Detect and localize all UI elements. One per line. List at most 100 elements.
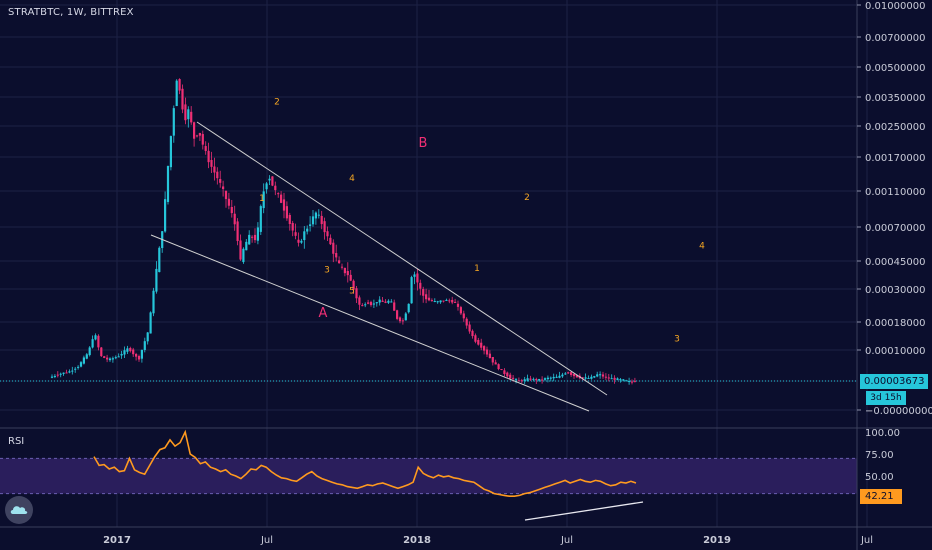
candle-body <box>543 378 547 380</box>
candle-body <box>300 240 303 243</box>
candle-body <box>56 374 59 376</box>
candle-body <box>427 297 431 301</box>
rsi-value-tag: 42.21 <box>860 489 902 504</box>
candle-body <box>74 368 77 370</box>
candle-body <box>610 378 613 380</box>
candle-body <box>404 313 407 321</box>
candle-body <box>210 159 213 167</box>
candle-body <box>625 380 628 382</box>
candle-body <box>175 80 178 107</box>
candle-body <box>485 349 489 355</box>
candle-body <box>120 353 123 356</box>
candle-body <box>169 136 172 168</box>
wave-number-label: 4 <box>699 241 705 251</box>
candle-body <box>164 199 167 232</box>
candle-body <box>535 378 538 381</box>
candle-body <box>633 380 636 382</box>
candle-body <box>572 373 576 377</box>
candle-body <box>352 280 355 290</box>
candle-body <box>520 380 523 382</box>
candle-body <box>68 371 71 373</box>
candle-body <box>233 213 236 225</box>
candle-body <box>100 347 103 357</box>
candle-body <box>103 356 106 358</box>
time-axis: 2017Jul2018Jul2019Jul2020Jul2021Jul <box>103 535 873 546</box>
candle-body <box>172 108 175 136</box>
candle-body <box>387 300 390 303</box>
grid-lines <box>0 0 868 527</box>
time-tick-label: Jul <box>560 535 573 546</box>
rsi-tick-label: 50.00 <box>865 472 894 483</box>
candle-body <box>384 301 387 303</box>
candle-body <box>294 232 297 236</box>
candle-body <box>248 234 251 245</box>
candle-body <box>50 376 54 378</box>
candle-body <box>416 273 419 283</box>
time-tick-label: 2019 <box>703 535 731 546</box>
candle-body <box>335 253 338 258</box>
candle-body <box>143 341 146 351</box>
candle-body <box>564 373 567 375</box>
candle-body <box>567 372 570 374</box>
candle-body <box>445 299 448 301</box>
candle-body <box>456 303 460 307</box>
candle-body <box>619 379 622 381</box>
candle-body <box>85 354 88 359</box>
candle-body <box>607 377 610 379</box>
candle-body <box>79 362 83 367</box>
candle-body <box>590 376 593 379</box>
candle-body <box>317 214 320 216</box>
cloud-logo-icon <box>10 506 28 514</box>
candle-body <box>187 109 190 120</box>
candle-body <box>422 289 425 296</box>
price-tick-label: 0.00170000 <box>865 153 925 164</box>
candle-body <box>497 364 500 370</box>
candle-body <box>471 330 474 337</box>
last-price-tag: 0.00003673 <box>860 374 928 389</box>
candle-body <box>509 374 512 379</box>
candle-body <box>433 301 436 303</box>
wave-annotations: 2143512435ABC <box>259 98 705 345</box>
candle-body <box>343 267 346 274</box>
candle-body <box>596 374 599 377</box>
candle-body <box>77 366 80 368</box>
candle-body <box>166 166 170 202</box>
candle-body <box>65 372 68 374</box>
candle-body <box>303 231 306 241</box>
candle-body <box>230 207 233 214</box>
candle-body <box>575 375 578 378</box>
candle-body <box>462 313 465 319</box>
candle-body <box>193 122 196 139</box>
candle-body <box>53 375 56 377</box>
candle-body <box>251 236 254 238</box>
time-tick-label: 2017 <box>103 535 131 546</box>
candle-body <box>94 335 97 340</box>
candle-body <box>323 221 326 233</box>
candle-body <box>526 378 529 381</box>
tradingview-logo[interactable] <box>5 496 33 524</box>
candle-body <box>529 378 532 380</box>
candle-body <box>114 357 117 359</box>
wave-number-label: 2 <box>524 193 530 203</box>
candle-body <box>407 303 410 313</box>
candle-body <box>483 346 486 351</box>
candle-body <box>465 318 468 326</box>
candle-body <box>491 357 494 363</box>
candle-body <box>59 373 62 375</box>
candle-body <box>413 274 416 277</box>
candle-body <box>349 274 352 281</box>
candle-body <box>224 190 228 200</box>
candle-body <box>474 335 477 342</box>
candle-body <box>132 349 135 355</box>
wedge-lower-trendline <box>150 234 590 412</box>
candle-body <box>468 324 471 332</box>
candle-body <box>451 299 454 303</box>
price-tick-label: 0.00045000 <box>865 257 925 268</box>
candle-body <box>419 282 422 289</box>
candle-body <box>378 299 381 303</box>
candle-body <box>291 222 294 231</box>
candle-body <box>158 247 161 273</box>
candle-body <box>271 176 274 186</box>
